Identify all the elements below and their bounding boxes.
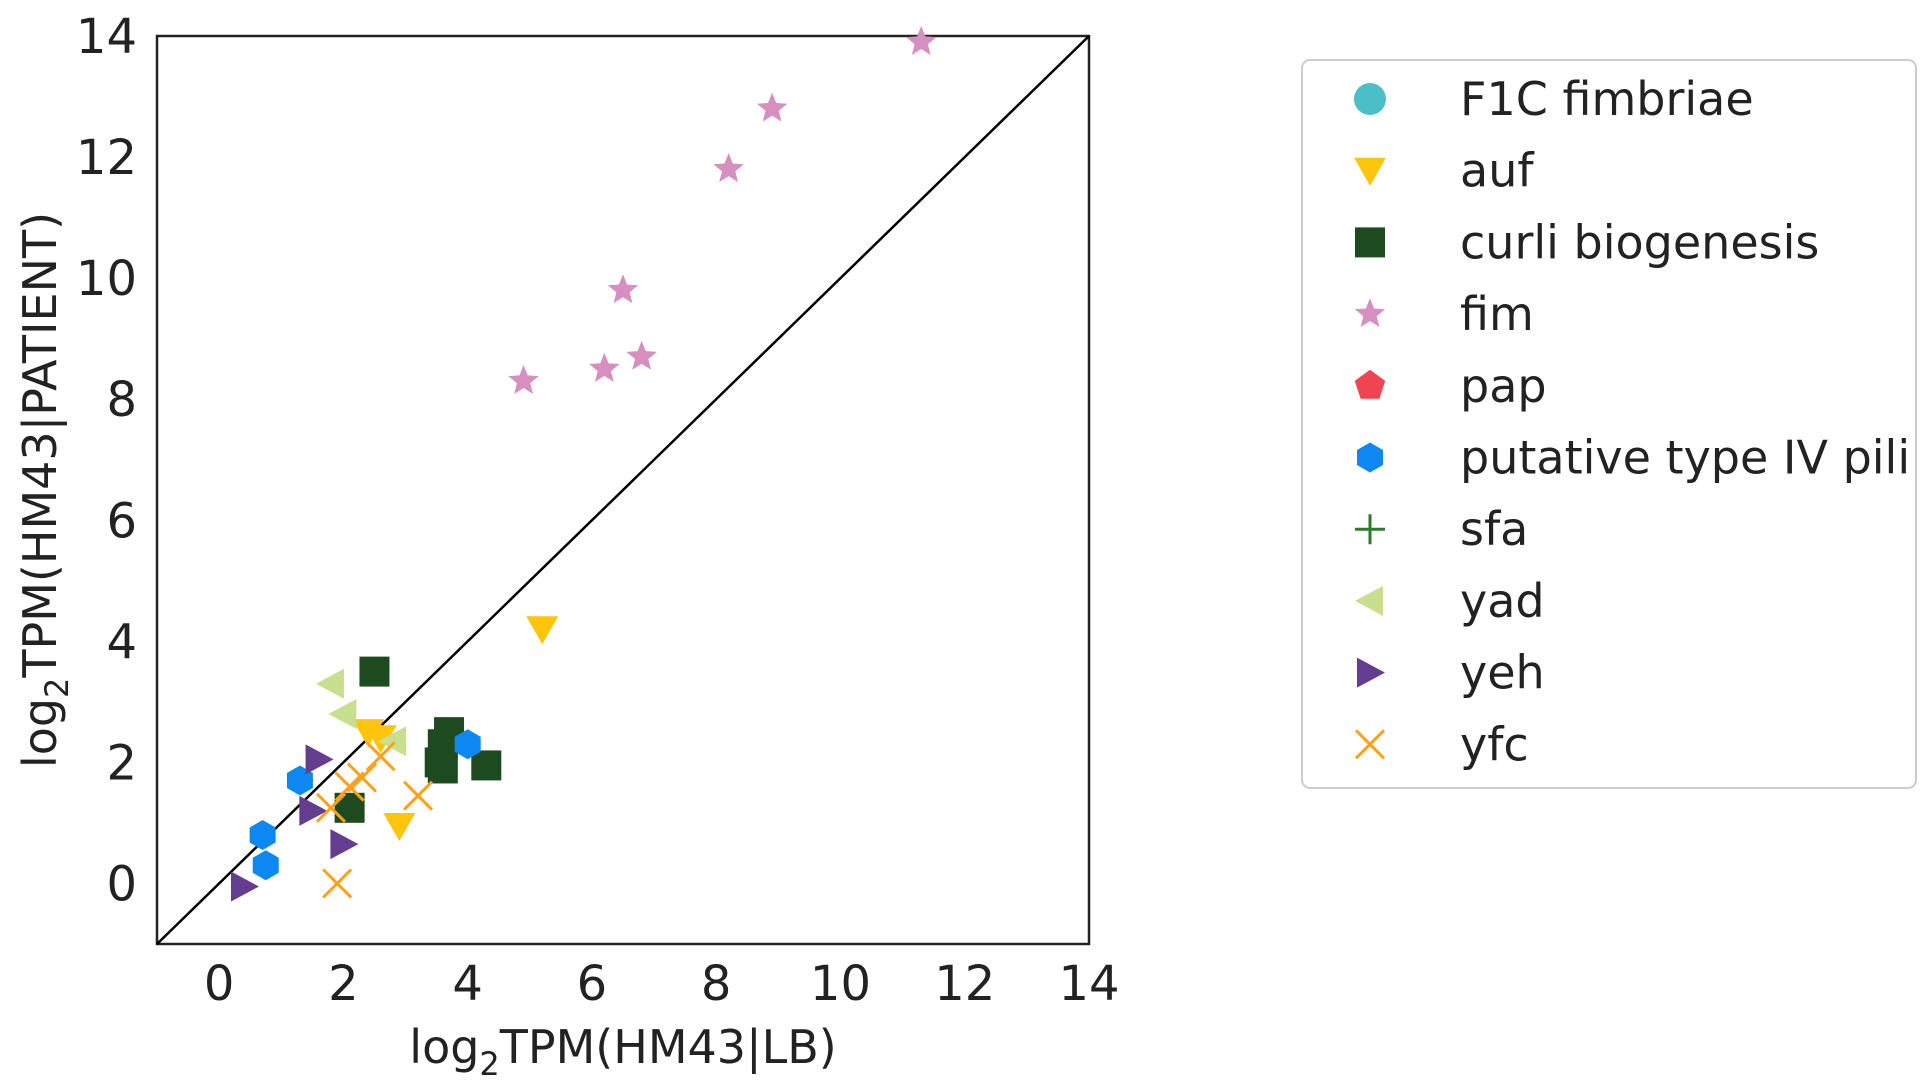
data-point-yfc: [334, 771, 365, 802]
y-tick-label: 8: [106, 372, 137, 428]
legend-label-pap: pap: [1460, 359, 1547, 413]
data-point-yad: [378, 726, 407, 757]
data-point-fim: [508, 365, 539, 394]
data-point-fim: [626, 340, 657, 370]
data-point-fim: [713, 153, 744, 183]
data-point-auf: [364, 725, 397, 754]
legend-marker-pap: [1354, 369, 1386, 399]
y-tick-label: 14: [76, 9, 137, 65]
x-tick-label: 12: [934, 956, 995, 1012]
legend-label-yad: yad: [1460, 574, 1545, 628]
legend-marker-yad: [1355, 585, 1383, 616]
x-axis-label: log2TPM(HM43|LB): [409, 1020, 836, 1083]
data-point-yfc: [322, 868, 353, 899]
legend-label-yeh: yeh: [1460, 646, 1545, 700]
y-axis-label: log2TPM(HM43|PATIENT): [13, 212, 76, 768]
x-tick-label: 2: [328, 956, 359, 1012]
y-tick-label: 2: [106, 735, 137, 791]
data-point-curli-biogenesis: [471, 750, 502, 781]
data-point-auf: [383, 812, 416, 841]
legend-label-fim: fim: [1460, 287, 1534, 341]
data-point-yfc: [402, 780, 434, 811]
plot-area: [155, 34, 1091, 946]
x-tick-label: 14: [1058, 956, 1119, 1012]
data-point-yfc: [315, 792, 347, 823]
x-axis-ticks: 0 2 4 6 8 10 12 14: [204, 956, 1120, 1012]
data-point-curli-biogenesis: [424, 747, 455, 778]
legend-marker-curli-biogenesis: [1355, 227, 1385, 258]
data-point-yeh: [305, 744, 334, 775]
y-tick-label: 0: [106, 856, 137, 912]
diagonal-layer: [156, 35, 1090, 945]
legend-marker-f1c-fimbriae: [1354, 83, 1386, 115]
legend-marker-putative-type-iv-pili: [1357, 442, 1383, 473]
data-point-auf: [526, 616, 559, 645]
legend-label-curli-biogenesis: curli biogenesis: [1460, 215, 1819, 269]
data-point-yfc: [346, 762, 378, 793]
legend-label-sfa: sfa: [1460, 502, 1528, 556]
data-point-curli-biogenesis: [359, 656, 390, 687]
data-point-fim: [607, 274, 639, 304]
x-tick-label: 10: [810, 956, 871, 1012]
data-point-fim: [589, 352, 620, 382]
data-point-yfc: [365, 741, 396, 772]
data-point-yeh: [299, 795, 328, 826]
data-points: [230, 26, 937, 902]
legend-label-putative-type-iv-pili: putative type IV pili: [1460, 431, 1910, 485]
y-tick-label: 10: [76, 251, 137, 307]
legend-marker-yeh: [1357, 657, 1385, 688]
y-tick-label: 6: [106, 493, 137, 549]
data-point-fim: [756, 92, 788, 122]
data-point-yad: [328, 698, 357, 729]
data-point-yeh: [330, 829, 359, 860]
identity-line: [156, 35, 1090, 945]
x-tick-label: 0: [204, 956, 235, 1012]
data-point-putative-type-iv-pili: [249, 820, 276, 851]
data-point-putative-type-iv-pili: [454, 729, 481, 760]
data-point-putative-type-iv-pili: [252, 850, 279, 881]
x-tick-label: 8: [701, 956, 732, 1012]
y-axis-ticks: 0 2 4 6 8 10 12 14: [76, 9, 137, 912]
data-point-fim: [906, 26, 937, 55]
x-tick-label: 4: [452, 956, 483, 1012]
legend-box: [1301, 59, 1917, 789]
legend-label-f1c-fimbriae: F1C fimbriae: [1460, 72, 1754, 126]
y-tick-label: 4: [106, 614, 137, 670]
legend-marker-yfc: [1354, 729, 1386, 760]
legend-marker-auf: [1354, 157, 1386, 186]
legend-label-yfc: yfc: [1460, 717, 1529, 771]
data-point-yeh: [230, 871, 259, 902]
legend-marker-fim: [1354, 298, 1386, 328]
x-tick-label: 6: [577, 956, 608, 1012]
y-tick-label: 12: [76, 130, 137, 186]
legend: F1C fimbriae auf curli biogenesis fim pap put…: [1354, 72, 1910, 771]
legend-marker-sfa: [1355, 514, 1385, 545]
legend-label-auf: auf: [1460, 144, 1535, 198]
data-point-yad: [315, 668, 344, 699]
